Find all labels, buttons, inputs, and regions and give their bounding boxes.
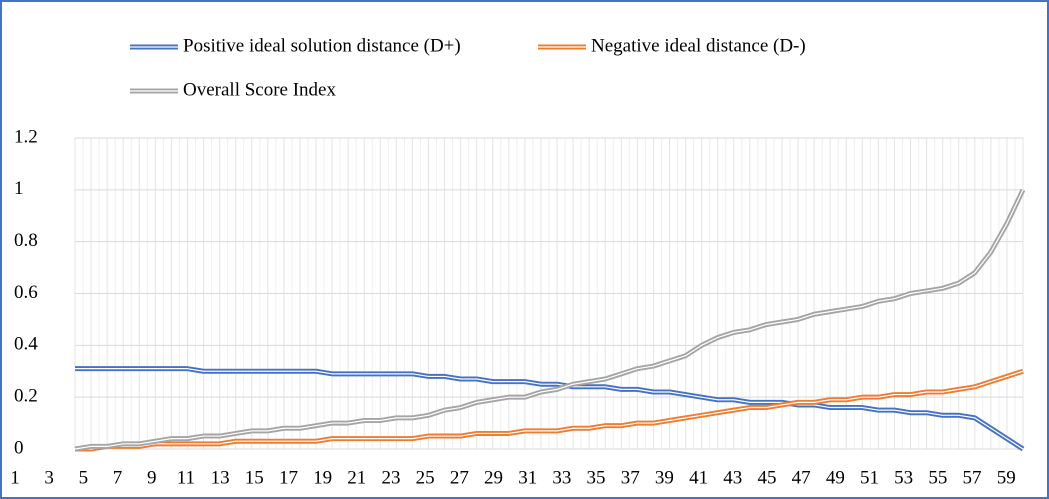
- legend-label: Overall Score Index: [183, 79, 336, 100]
- x-tick-label: 5: [79, 467, 89, 488]
- x-tick-label: 25: [416, 467, 435, 488]
- y-tick-label: 0.8: [14, 230, 38, 251]
- x-tick-label: 39: [655, 467, 674, 488]
- x-tick-label: 47: [792, 467, 811, 488]
- legend-label: Negative ideal distance (D-): [591, 35, 806, 56]
- x-tick-label: 23: [381, 467, 400, 488]
- x-tick-label: 17: [279, 467, 298, 488]
- y-tick-label: 1.2: [14, 126, 38, 147]
- x-tick-label: 9: [147, 467, 157, 488]
- x-tick-label: 15: [245, 467, 264, 488]
- x-tick-label: 11: [177, 467, 195, 488]
- x-tick-label: 53: [894, 467, 913, 488]
- x-tick-label: 7: [113, 467, 123, 488]
- x-tick-label: 43: [723, 467, 742, 488]
- x-tick-label: 55: [928, 467, 947, 488]
- y-tick-label: 0.4: [14, 334, 38, 355]
- y-tick-label: 1: [14, 178, 24, 199]
- series-line-inner: [75, 370, 1024, 450]
- x-tick-label: 29: [484, 467, 503, 488]
- x-tick-label: 1: [10, 467, 20, 488]
- y-tick-label: 0.6: [14, 282, 38, 303]
- series-line-inner: [74, 189, 1024, 450]
- x-tick-label: 49: [826, 467, 845, 488]
- series-line-inner: [75, 368, 1024, 450]
- x-tick-label: 27: [450, 467, 469, 488]
- y-tick-label: 0.2: [14, 386, 38, 407]
- x-tick-label: 51: [860, 467, 879, 488]
- x-tick-label: 13: [211, 467, 230, 488]
- x-tick-label: 35: [587, 467, 606, 488]
- legend-label: Positive ideal solution distance (D+): [183, 35, 461, 56]
- x-tick-label: 31: [518, 467, 537, 488]
- x-tick-label: 3: [44, 467, 54, 488]
- x-tick-label: 37: [621, 467, 640, 488]
- x-tick-label: 41: [689, 467, 708, 488]
- x-tick-label: 59: [997, 467, 1016, 488]
- x-tick-label: 21: [347, 467, 366, 488]
- x-tick-label: 19: [313, 467, 332, 488]
- x-tick-label: 33: [552, 467, 571, 488]
- x-tick-label: 45: [757, 467, 776, 488]
- x-tick-label: 57: [963, 467, 982, 488]
- y-tick-label: 0: [14, 437, 24, 458]
